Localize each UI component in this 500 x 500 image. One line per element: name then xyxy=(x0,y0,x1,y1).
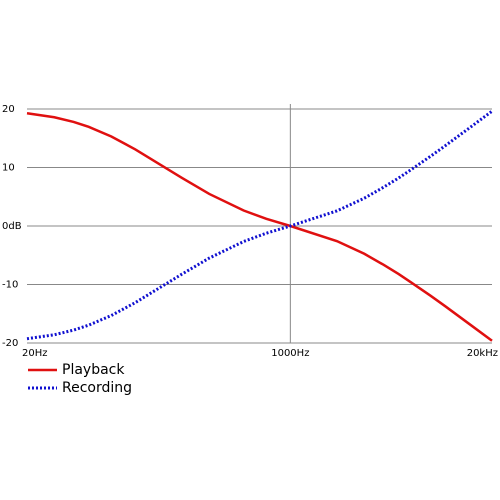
y-tick-label: -10 xyxy=(2,280,18,291)
x-tick-label: 20Hz xyxy=(22,348,48,359)
series-line xyxy=(26,110,493,341)
y-tick-label: 10 xyxy=(2,163,15,174)
y-tick-label: 20 xyxy=(2,104,15,115)
y-tick-label: -20 xyxy=(2,338,18,349)
series-line xyxy=(26,112,493,342)
x-tick-label: 1000Hz xyxy=(271,348,309,359)
legend-label: Playback xyxy=(62,362,125,378)
x-tick-label: 20kHz xyxy=(467,348,498,359)
y-tick-label: 0dB xyxy=(2,221,22,232)
legend-label: Recording xyxy=(62,380,132,396)
